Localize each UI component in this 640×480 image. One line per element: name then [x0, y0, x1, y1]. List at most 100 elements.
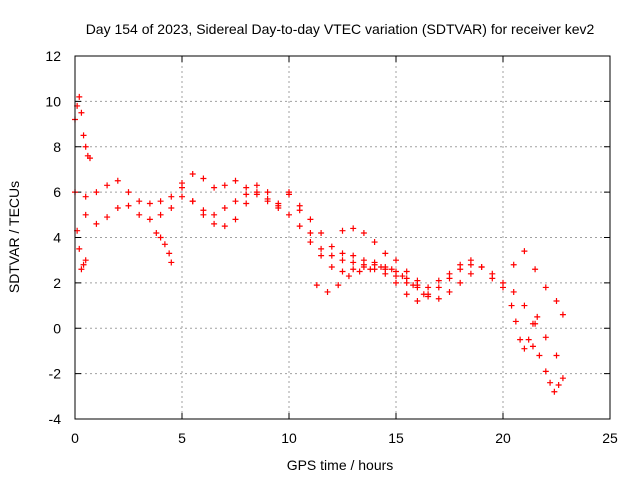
data-point	[93, 189, 100, 196]
data-point	[371, 261, 378, 268]
x-axis-label: GPS time / hours	[287, 457, 394, 473]
data-point	[82, 193, 89, 200]
data-point	[104, 182, 111, 189]
data-point	[328, 263, 335, 270]
data-point	[161, 241, 168, 248]
data-point	[510, 288, 517, 295]
data-point	[307, 229, 314, 236]
data-point	[221, 182, 228, 189]
data-point	[221, 223, 228, 230]
data-point	[232, 177, 239, 184]
data-point	[435, 284, 442, 291]
data-point	[414, 277, 421, 284]
data-point	[189, 170, 196, 177]
data-point	[104, 214, 111, 221]
data-point	[529, 343, 536, 350]
data-point	[179, 184, 185, 191]
data-point	[168, 193, 175, 200]
data-point	[393, 279, 399, 286]
data-point	[153, 229, 160, 236]
data-point	[367, 266, 374, 273]
data-point	[512, 318, 519, 325]
grid	[75, 56, 610, 419]
data-point	[211, 220, 218, 227]
data-point	[360, 229, 367, 236]
data-point	[382, 250, 389, 257]
data-point	[399, 273, 406, 280]
data-point	[508, 302, 515, 309]
data-point	[403, 279, 410, 286]
data-point	[393, 257, 399, 264]
data-point	[403, 268, 410, 275]
x-tick-label: 15	[388, 430, 404, 446]
data-point	[264, 189, 271, 196]
y-tick-label: 12	[45, 48, 61, 64]
y-tick-label: 2	[53, 275, 61, 291]
data-point	[542, 284, 549, 291]
data-point	[307, 216, 314, 223]
series-track-f	[313, 263, 427, 298]
chart-title: Day 154 of 2023, Sidereal Day-to-day VTE…	[86, 21, 595, 37]
data-point	[232, 216, 239, 223]
data-point	[446, 270, 453, 277]
data-point	[286, 211, 292, 218]
data-point	[435, 295, 442, 302]
data-point	[264, 198, 271, 205]
data-point	[200, 211, 207, 218]
data-point	[211, 211, 218, 218]
data-point	[80, 132, 87, 139]
x-tick-label: 5	[178, 430, 186, 446]
data-point	[76, 93, 83, 100]
data-point	[536, 352, 543, 359]
data-point	[318, 229, 325, 236]
data-point	[542, 368, 549, 375]
data-point	[76, 245, 83, 252]
series-track-b	[74, 227, 89, 273]
data-point	[82, 211, 89, 218]
series-track-j	[529, 343, 562, 395]
series-track-g	[339, 225, 421, 284]
y-axis-label: SDTVAR / TECUs	[6, 181, 22, 293]
data-point	[296, 223, 303, 230]
data-point	[360, 261, 367, 268]
data-point	[221, 205, 228, 212]
data-point	[510, 261, 517, 268]
data-point	[393, 273, 399, 280]
data-point	[232, 198, 239, 205]
data-point	[168, 259, 175, 266]
data-point	[425, 284, 432, 291]
data-point	[339, 227, 346, 234]
data-point	[532, 266, 539, 273]
data-point	[243, 184, 250, 191]
x-tick-label: 20	[495, 430, 511, 446]
data-point	[529, 320, 536, 327]
data-point	[146, 216, 153, 223]
plot-frame	[74, 55, 611, 420]
data-point	[125, 189, 132, 196]
data-point	[553, 352, 560, 359]
data-point	[296, 207, 303, 214]
data-point	[243, 191, 250, 198]
y-tick-label: 6	[53, 184, 61, 200]
data-point	[125, 202, 132, 209]
data-point	[555, 381, 562, 388]
series-track-h	[153, 229, 175, 266]
data-point	[136, 211, 143, 218]
data-point	[345, 273, 352, 280]
data-point	[328, 243, 335, 250]
data-point	[420, 291, 427, 298]
data-point	[521, 345, 528, 352]
data-point	[414, 284, 421, 291]
data-point	[86, 155, 93, 162]
data-point	[467, 270, 474, 277]
data-point	[521, 248, 528, 255]
y-tick-label: 0	[53, 320, 61, 336]
y-tick-label: -2	[49, 366, 62, 382]
data-point	[525, 336, 532, 343]
data-point	[457, 279, 464, 286]
data-point	[200, 175, 207, 182]
tick-labels: 0 5 10 15 20 25 -4 -2 0 2 4 6 8 10 12	[45, 48, 618, 446]
data-point	[93, 220, 100, 227]
data-point	[114, 205, 121, 212]
